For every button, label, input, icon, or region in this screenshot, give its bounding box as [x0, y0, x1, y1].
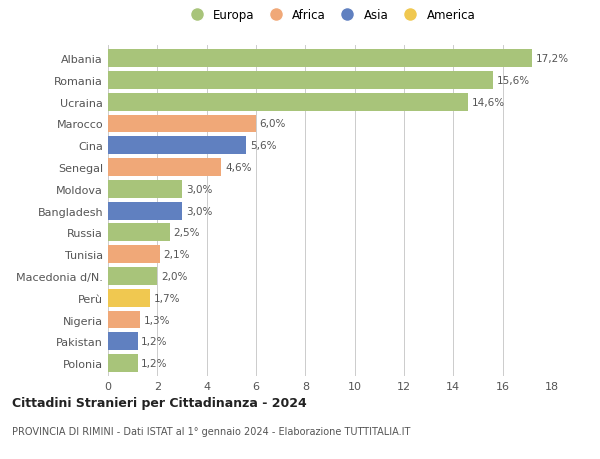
- Bar: [108, 246, 160, 263]
- Bar: [108, 202, 182, 220]
- Text: 2,0%: 2,0%: [161, 271, 187, 281]
- Bar: [108, 115, 256, 133]
- Bar: [108, 72, 493, 90]
- Text: 1,7%: 1,7%: [154, 293, 180, 303]
- Text: 1,3%: 1,3%: [144, 315, 170, 325]
- Text: 6,0%: 6,0%: [260, 119, 286, 129]
- Text: 4,6%: 4,6%: [225, 162, 251, 173]
- Bar: [108, 94, 468, 112]
- Bar: [108, 354, 137, 372]
- Bar: [108, 224, 170, 242]
- Text: 3,0%: 3,0%: [186, 206, 212, 216]
- Bar: [108, 268, 157, 285]
- Text: PROVINCIA DI RIMINI - Dati ISTAT al 1° gennaio 2024 - Elaborazione TUTTITALIA.IT: PROVINCIA DI RIMINI - Dati ISTAT al 1° g…: [12, 426, 410, 436]
- Text: 2,5%: 2,5%: [173, 228, 200, 238]
- Bar: [108, 50, 532, 68]
- Bar: [108, 311, 140, 329]
- Bar: [108, 137, 246, 155]
- Legend: Europa, Africa, Asia, America: Europa, Africa, Asia, America: [185, 9, 475, 22]
- Text: 1,2%: 1,2%: [142, 336, 168, 347]
- Text: 14,6%: 14,6%: [472, 97, 505, 107]
- Text: 2,1%: 2,1%: [163, 250, 190, 260]
- Bar: [108, 289, 150, 307]
- Bar: [108, 159, 221, 177]
- Text: 17,2%: 17,2%: [536, 54, 569, 64]
- Bar: [108, 333, 137, 351]
- Text: Cittadini Stranieri per Cittadinanza - 2024: Cittadini Stranieri per Cittadinanza - 2…: [12, 396, 307, 409]
- Text: 5,6%: 5,6%: [250, 141, 277, 151]
- Bar: [108, 180, 182, 198]
- Text: 15,6%: 15,6%: [497, 76, 530, 86]
- Text: 3,0%: 3,0%: [186, 185, 212, 195]
- Text: 1,2%: 1,2%: [142, 358, 168, 368]
